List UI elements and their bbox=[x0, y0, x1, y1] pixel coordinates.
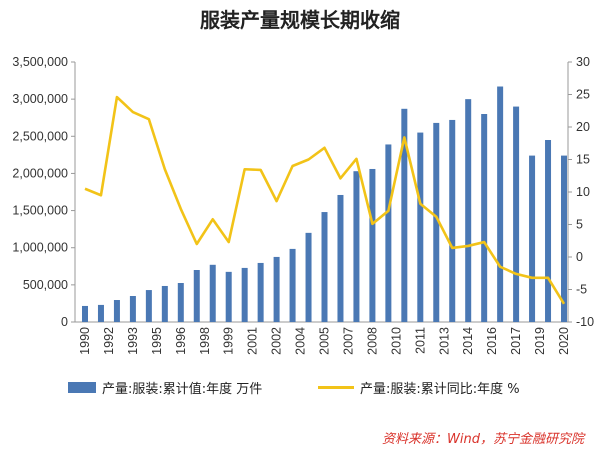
chart-title: 服装产量规模长期收缩 bbox=[200, 8, 400, 32]
left-tick-label: 0 bbox=[61, 315, 68, 329]
bar-1993 bbox=[129, 296, 136, 322]
legend-bar-swatch bbox=[68, 382, 96, 393]
source-note: 资料来源：Wind，苏宁金融研究院 bbox=[382, 432, 584, 447]
x-tick-label: 2001 bbox=[246, 327, 260, 355]
x-tick-label: 2020 bbox=[557, 327, 571, 355]
right-tick-label: -5 bbox=[576, 283, 587, 297]
bar-1998 bbox=[209, 264, 216, 322]
bar-1990 bbox=[82, 305, 88, 322]
bar-2020 bbox=[561, 155, 567, 322]
x-tick-label: 2007 bbox=[341, 327, 355, 355]
x-tick-label: 1995 bbox=[150, 327, 164, 355]
bar-2017 bbox=[513, 106, 520, 322]
bar-2004 bbox=[305, 232, 312, 322]
left-tick-label: 2,000,000 bbox=[12, 166, 68, 180]
bar-2005 bbox=[321, 212, 328, 322]
bar-2000 bbox=[241, 267, 248, 322]
right-tick-label: -10 bbox=[576, 315, 594, 329]
left-tick-label: 2,500,000 bbox=[12, 129, 68, 143]
bar-2007 bbox=[353, 171, 360, 322]
left-tick-label: 3,000,000 bbox=[12, 92, 68, 106]
right-tick-label: 20 bbox=[576, 120, 590, 134]
left-tick-label: 1,000,000 bbox=[12, 241, 68, 255]
bar-2018 bbox=[529, 155, 536, 322]
bar-2019 bbox=[545, 140, 552, 322]
bar-2008 bbox=[369, 168, 376, 322]
x-tick-label: 2011 bbox=[413, 327, 427, 354]
x-tick-label: 2017 bbox=[509, 327, 523, 355]
x-tick-label: 1996 bbox=[174, 327, 188, 355]
bar-2011 bbox=[417, 132, 424, 322]
x-tick-label: 2016 bbox=[485, 327, 499, 355]
bar-2006 bbox=[337, 194, 344, 322]
legend-item-bar: 产量:服装:累计值:年度 万件 bbox=[68, 378, 262, 397]
x-tick-label: 2005 bbox=[318, 327, 332, 355]
bar-1999 bbox=[225, 271, 232, 322]
x-tick-label: 1998 bbox=[198, 327, 212, 355]
legend-line-label: 产量:服装:累计同比:年度 % bbox=[360, 382, 520, 397]
bar-1997 bbox=[193, 270, 200, 322]
bar-2016 bbox=[497, 86, 504, 322]
x-tick-label: 2002 bbox=[270, 327, 284, 355]
right-tick-label: 30 bbox=[576, 55, 590, 69]
bar-2012 bbox=[433, 122, 440, 323]
right-tick-label: 5 bbox=[576, 218, 583, 232]
legend-item-line: 产量:服装:累计同比:年度 % bbox=[318, 378, 520, 397]
legend-line-swatch bbox=[318, 386, 354, 389]
x-tick-label: 2010 bbox=[389, 327, 403, 355]
bar-2010 bbox=[401, 108, 408, 322]
left-tick-label: 500,000 bbox=[23, 278, 68, 292]
right-tick-label: 0 bbox=[576, 250, 583, 264]
x-tick-label: 1990 bbox=[78, 327, 92, 355]
right-tick-label: 10 bbox=[576, 185, 590, 199]
bar-2014 bbox=[465, 99, 472, 323]
bar-1991 bbox=[97, 304, 104, 322]
right-tick-label: 25 bbox=[576, 88, 590, 102]
x-tick-label: 1999 bbox=[222, 327, 236, 355]
bar-1996 bbox=[177, 283, 184, 322]
legend-bar-label: 产量:服装:累计值:年度 万件 bbox=[102, 382, 263, 397]
x-tick-label: 1993 bbox=[126, 327, 140, 355]
bar-2015 bbox=[481, 114, 488, 322]
bar-2009 bbox=[385, 144, 392, 322]
bar-1992 bbox=[113, 300, 120, 322]
bar-2002 bbox=[273, 256, 280, 322]
bar-1994 bbox=[145, 290, 152, 322]
left-tick-label: 1,500,000 bbox=[12, 204, 68, 218]
bar-1995 bbox=[161, 285, 168, 322]
x-tick-label: 2019 bbox=[533, 327, 547, 355]
right-tick-label: 15 bbox=[576, 153, 590, 167]
x-tick-label: 2014 bbox=[461, 327, 475, 355]
left-tick-label: 3,500,000 bbox=[12, 55, 68, 69]
bar-2013 bbox=[449, 119, 456, 322]
x-tick-label: 2004 bbox=[294, 327, 308, 355]
x-tick-label: 1992 bbox=[102, 327, 116, 355]
bar-2003 bbox=[289, 248, 296, 322]
x-tick-label: 2013 bbox=[437, 327, 451, 355]
x-tick-label: 2008 bbox=[365, 327, 379, 355]
bar-2001 bbox=[257, 262, 264, 322]
